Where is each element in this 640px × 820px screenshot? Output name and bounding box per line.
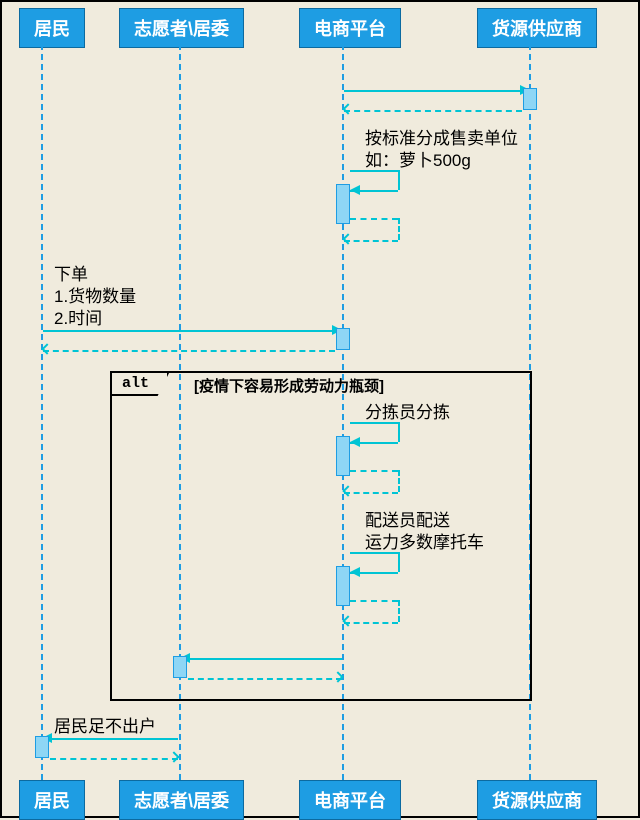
msg-label-split-unit-2: 如：萝卜500g [365,146,471,171]
msg-label-stayhome: 居民足不出户 [54,712,156,737]
activation-platform-order [336,328,350,350]
deliver-loop-side [398,552,400,572]
alt-guard: [疫情下容易形成劳动力瓶颈] [194,375,384,396]
activation-platform-deliver [336,566,350,606]
sort-loop-side [398,422,400,442]
arrow-icon [168,751,179,762]
self-loop-side [398,170,400,190]
participant-resident-top: 居民 [19,8,85,48]
participant-volunteer-top: 志愿者\居委 [119,8,244,48]
activation-volunteer [173,656,187,678]
arrow-icon [350,437,360,447]
deliver-loop-top [350,552,398,554]
msg-label-order-l2: 2.时间 [54,304,102,329]
arrow-icon [41,343,52,354]
msg-label-deliver-2: 运力多数摩托车 [365,528,484,553]
arrow-icon [350,185,360,195]
msg-resident-to-platform [43,330,335,332]
self-return-dash-v [398,218,400,240]
participant-platform-top: 电商平台 [299,8,401,48]
participant-platform-bottom: 电商平台 [299,780,401,820]
participant-resident-bottom: 居民 [19,780,85,820]
msg-platform-return-resident [43,350,335,352]
msg-volunteer-to-resident [50,738,178,740]
sort-loop-top [350,422,398,424]
participant-supplier-bottom: 货源供应商 [477,780,597,820]
msg-supplier-return [344,110,522,112]
arrow-icon [342,103,353,114]
participant-supplier-top: 货源供应商 [477,8,597,48]
msg-label-sort: 分拣员分拣 [365,398,450,423]
deliver-return-v [398,600,400,622]
self-return-dash-h1 [350,218,398,220]
self-loop-top [350,170,398,172]
activation-platform-sort [336,436,350,476]
sort-return-h1 [350,470,398,472]
activation-supplier-1 [523,88,537,110]
msg-volunteer-return [188,678,342,680]
msg-resident-return [50,758,178,760]
arrow-icon [342,233,353,244]
msg-platform-to-volunteer [188,658,342,660]
participant-volunteer-bottom: 志愿者\居委 [119,780,244,820]
arrow-icon [350,567,360,577]
deliver-return-h1 [350,600,398,602]
sort-return-v [398,470,400,492]
activation-platform-1 [336,184,350,224]
lifeline-resident [41,44,43,780]
msg-platform-to-supplier [344,90,522,92]
activation-resident [35,736,49,758]
